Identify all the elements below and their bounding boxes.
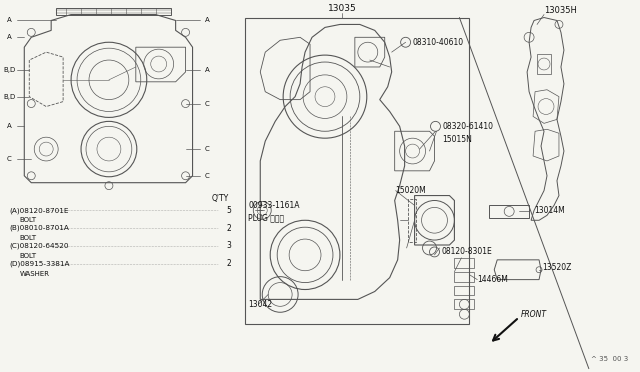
Text: B,D: B,D (3, 94, 15, 100)
Text: PLUG プラグ: PLUG プラグ (248, 214, 284, 223)
Text: 13014M: 13014M (534, 206, 565, 215)
Text: BOLT: BOLT (19, 235, 36, 241)
Text: 3: 3 (226, 241, 231, 250)
Text: 08120-8301E: 08120-8301E (442, 247, 492, 256)
Bar (454, 258, 474, 268)
Text: ^ 35  00 3: ^ 35 00 3 (591, 356, 628, 362)
Text: A: A (205, 67, 210, 73)
Text: 2: 2 (226, 224, 231, 233)
Text: Q'TY: Q'TY (212, 194, 229, 203)
Text: C: C (205, 100, 210, 106)
Text: 15020M: 15020M (396, 186, 426, 195)
Text: 08310-40610: 08310-40610 (413, 38, 464, 47)
Text: A: A (7, 17, 12, 23)
Bar (454, 286, 474, 295)
Text: 2: 2 (226, 259, 231, 268)
Text: 13035: 13035 (328, 4, 356, 13)
Text: A: A (7, 34, 12, 40)
Text: 08320-61410: 08320-61410 (442, 122, 493, 131)
Text: A: A (205, 17, 210, 23)
Text: B,D: B,D (3, 67, 15, 73)
Text: C: C (7, 156, 12, 162)
Bar (454, 272, 474, 282)
Text: (A)08120-8701E: (A)08120-8701E (10, 207, 69, 214)
Text: (B)08010-8701A: (B)08010-8701A (10, 225, 69, 231)
Text: 00933-1161A: 00933-1161A (248, 201, 300, 210)
Text: FRONT: FRONT (521, 310, 547, 319)
Text: 5: 5 (226, 206, 231, 215)
Text: (D)08915-3381A: (D)08915-3381A (10, 260, 70, 267)
Text: 13042: 13042 (248, 300, 273, 309)
Bar (245, 17, 469, 324)
Text: BOLT: BOLT (19, 217, 36, 223)
Text: WASHER: WASHER (19, 271, 49, 277)
Bar (454, 299, 474, 309)
Text: 13035H: 13035H (544, 6, 577, 15)
Text: BOLT: BOLT (19, 253, 36, 259)
Text: 13520Z: 13520Z (542, 263, 572, 272)
Text: (C)08120-64520: (C)08120-64520 (10, 243, 69, 249)
Text: 15015N: 15015N (442, 135, 472, 144)
Text: 14466M: 14466M (477, 275, 508, 284)
Text: A: A (7, 124, 12, 129)
Text: C: C (205, 146, 210, 152)
Text: C: C (205, 173, 210, 179)
